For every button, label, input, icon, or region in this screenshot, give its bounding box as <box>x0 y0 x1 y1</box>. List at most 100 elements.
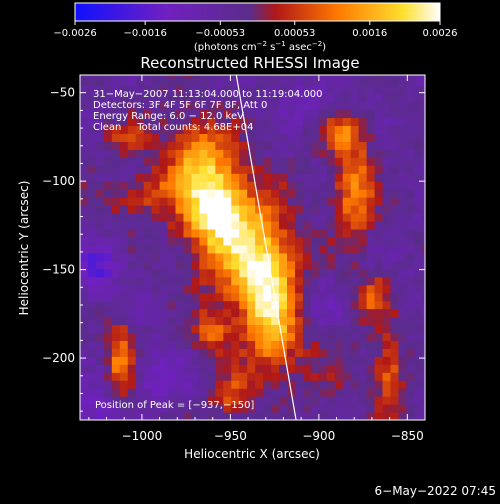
heatmap-cell <box>95 260 105 270</box>
heatmap-cell <box>382 133 392 142</box>
heatmap-cell <box>80 332 89 341</box>
heatmap-cell <box>80 380 89 389</box>
heatmap-cell <box>151 109 161 119</box>
heatmap-cell <box>422 252 425 262</box>
heatmap-cell <box>326 141 336 150</box>
heatmap-cell <box>350 284 360 294</box>
heatmap-cell <box>215 189 224 198</box>
heatmap-cell <box>350 260 360 270</box>
heatmap-cell <box>310 356 320 365</box>
heatmap-cell <box>80 268 89 278</box>
heatmap-cell <box>191 404 201 413</box>
heatmap-cell <box>111 244 121 254</box>
heatmap-cell <box>334 125 344 134</box>
heatmap-cell <box>310 149 320 158</box>
heatmap-cell <box>167 77 177 87</box>
heatmap-cell <box>191 268 201 278</box>
heatmap-cell <box>119 197 129 206</box>
heatmap-cell <box>143 189 153 198</box>
heatmap-cell <box>255 189 264 198</box>
heatmap-cell <box>223 189 232 198</box>
heatmap-cell <box>422 213 425 222</box>
heatmap-cell <box>302 125 312 134</box>
heatmap-cell <box>183 284 193 294</box>
heatmap-cell <box>127 109 137 119</box>
heatmap-cell <box>111 308 121 318</box>
heatmap-cell <box>119 244 129 254</box>
heatmap-cell <box>87 324 97 334</box>
heatmap-cell <box>366 93 376 103</box>
heatmap-cell <box>334 93 344 103</box>
heatmap-cell <box>374 308 384 318</box>
heatmap-cell <box>374 75 384 79</box>
x-tick-label: −950 <box>214 429 247 443</box>
heatmap-cell <box>159 85 169 95</box>
heatmap-cell <box>175 276 185 286</box>
heatmap-cell <box>334 101 344 111</box>
heatmap-cell <box>103 165 113 174</box>
heatmap-cell <box>95 85 105 95</box>
heatmap-cell <box>302 332 312 341</box>
heatmap-cell <box>175 228 185 238</box>
heatmap-cell <box>223 125 232 134</box>
heatmap-cell <box>294 396 304 405</box>
heatmap-cell <box>247 388 256 397</box>
heatmap-cell <box>422 133 425 142</box>
heatmap-cell <box>127 412 137 420</box>
heatmap-cell <box>239 356 248 365</box>
heatmap-cell <box>414 213 423 222</box>
heatmap-cell <box>175 252 185 262</box>
heatmap-cell <box>87 316 97 326</box>
heatmap-cell <box>87 268 97 278</box>
heatmap-cell <box>366 356 376 365</box>
heatmap-cell <box>191 412 201 420</box>
heatmap-cell <box>398 356 408 365</box>
heatmap-cell <box>167 165 177 174</box>
heatmap-cell <box>318 412 328 420</box>
heatmap-cell <box>358 141 368 150</box>
heatmap-cell <box>382 101 392 111</box>
heatmap-cell <box>334 109 344 119</box>
heatmap-cell <box>239 77 248 87</box>
heatmap-cell <box>294 213 304 222</box>
heatmap-cell <box>318 244 328 254</box>
heatmap-cell <box>231 205 240 214</box>
heatmap-cell <box>326 348 336 357</box>
heatmap-cell <box>127 213 137 222</box>
heatmap-cell <box>279 181 288 190</box>
heatmap-cell <box>215 117 224 127</box>
heatmap-cell <box>199 125 208 134</box>
heatmap-cell <box>374 133 384 142</box>
heatmap-cell <box>111 356 121 365</box>
heatmap-cell <box>414 300 423 310</box>
heatmap-cell <box>127 396 137 405</box>
heatmap-cell <box>215 157 224 166</box>
heatmap-cell <box>255 77 264 87</box>
heatmap-cell <box>398 101 408 111</box>
heatmap-cell <box>231 412 240 420</box>
heatmap-cell <box>334 213 344 222</box>
heatmap-cell <box>382 181 392 190</box>
heatmap-cell <box>263 340 272 349</box>
heatmap-cell <box>87 332 97 341</box>
heatmap-cell <box>382 213 392 222</box>
heatmap-cell <box>103 133 113 142</box>
solar-limb-line <box>235 75 297 420</box>
heatmap-cell <box>366 141 376 150</box>
heatmap-cell <box>175 412 185 420</box>
heatmap-cell <box>231 340 240 349</box>
heatmap-cell <box>287 380 296 389</box>
heatmap-cell <box>111 412 121 420</box>
heatmap-cell <box>167 189 177 198</box>
heatmap-cell <box>414 380 423 389</box>
heatmap-cell <box>119 236 129 246</box>
heatmap-cell <box>151 165 161 174</box>
heatmap-cell <box>223 332 232 341</box>
heatmap-cell <box>318 276 328 286</box>
heatmap-cell <box>382 252 392 262</box>
heatmap-cell <box>318 101 328 111</box>
heatmap-cell <box>175 125 185 134</box>
heatmap-cell <box>183 236 193 246</box>
heatmap-cell <box>342 332 352 341</box>
heatmap-cell <box>87 93 97 103</box>
